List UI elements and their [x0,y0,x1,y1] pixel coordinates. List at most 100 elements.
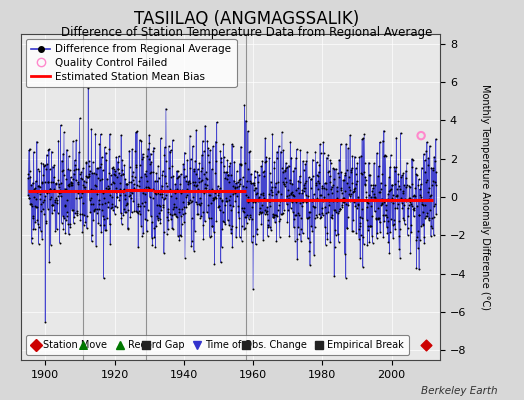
Point [58,167,67,173]
Point [238,187,247,194]
Point [83,174,92,181]
Point [353,201,362,207]
Point [93,165,101,172]
Point [411,196,419,203]
Point [290,164,299,171]
Point [280,181,288,187]
Point [234,202,242,209]
Point [32,196,40,202]
Point [378,201,386,207]
Point [237,238,246,244]
Point [365,239,374,245]
Point [309,196,318,202]
Point [279,169,287,175]
Point [336,186,345,193]
Point [51,198,59,205]
Point [322,186,330,192]
Point [218,198,226,204]
Point [169,201,178,208]
Point [95,206,103,212]
Point [287,190,296,196]
Point [341,172,349,178]
Point [277,210,285,217]
Point [173,174,181,181]
Point [72,195,81,201]
Point [203,152,212,158]
Point [339,198,347,204]
Point [356,223,364,230]
Point [429,165,437,171]
Point [182,186,191,192]
Point [200,190,209,196]
Point [86,201,95,208]
Point [80,178,89,184]
Point [381,212,389,218]
Point [412,171,420,178]
Point [140,170,149,177]
Point [52,181,60,188]
Point [81,219,90,225]
Point [324,168,332,175]
Point [403,232,412,238]
Point [85,162,93,169]
Point [202,182,211,188]
Point [337,169,346,176]
Point [408,202,417,209]
Point [387,216,395,222]
Point [427,164,435,171]
Point [114,158,122,165]
Point [101,226,109,233]
Point [46,186,54,192]
Point [364,192,373,198]
Point [367,232,376,239]
Point [329,182,337,188]
Point [421,169,430,175]
Point [355,226,363,232]
Point [291,212,299,218]
Point [219,141,227,148]
Point [35,241,43,247]
Point [114,153,123,159]
Point [134,203,142,210]
Point [373,215,381,222]
Point [252,185,260,192]
Point [92,171,100,178]
Point [52,188,60,194]
Point [242,117,250,124]
Point [184,199,192,206]
Point [165,143,173,149]
Point [431,200,439,207]
Point [166,186,174,192]
Point [392,193,400,199]
Point [78,190,86,196]
Point [398,204,407,211]
Point [168,137,177,143]
Point [220,154,228,160]
Point [131,174,139,180]
Point [155,174,163,181]
Point [346,187,354,193]
Point [70,214,78,221]
Point [380,128,388,134]
Point [50,207,59,213]
Point [421,213,430,219]
Point [373,230,381,236]
Point [101,184,110,191]
Point [409,206,418,212]
Point [89,159,97,165]
Point [319,212,327,218]
Point [173,185,182,192]
Point [199,222,208,228]
Point [141,216,149,222]
Point [281,175,289,181]
Point [222,169,230,175]
Point [99,213,107,219]
Point [171,189,180,196]
Point [429,214,438,220]
Point [222,198,231,204]
Point [235,234,244,240]
Point [226,202,234,208]
Point [27,240,36,246]
Point [176,187,184,193]
Point [298,198,306,204]
